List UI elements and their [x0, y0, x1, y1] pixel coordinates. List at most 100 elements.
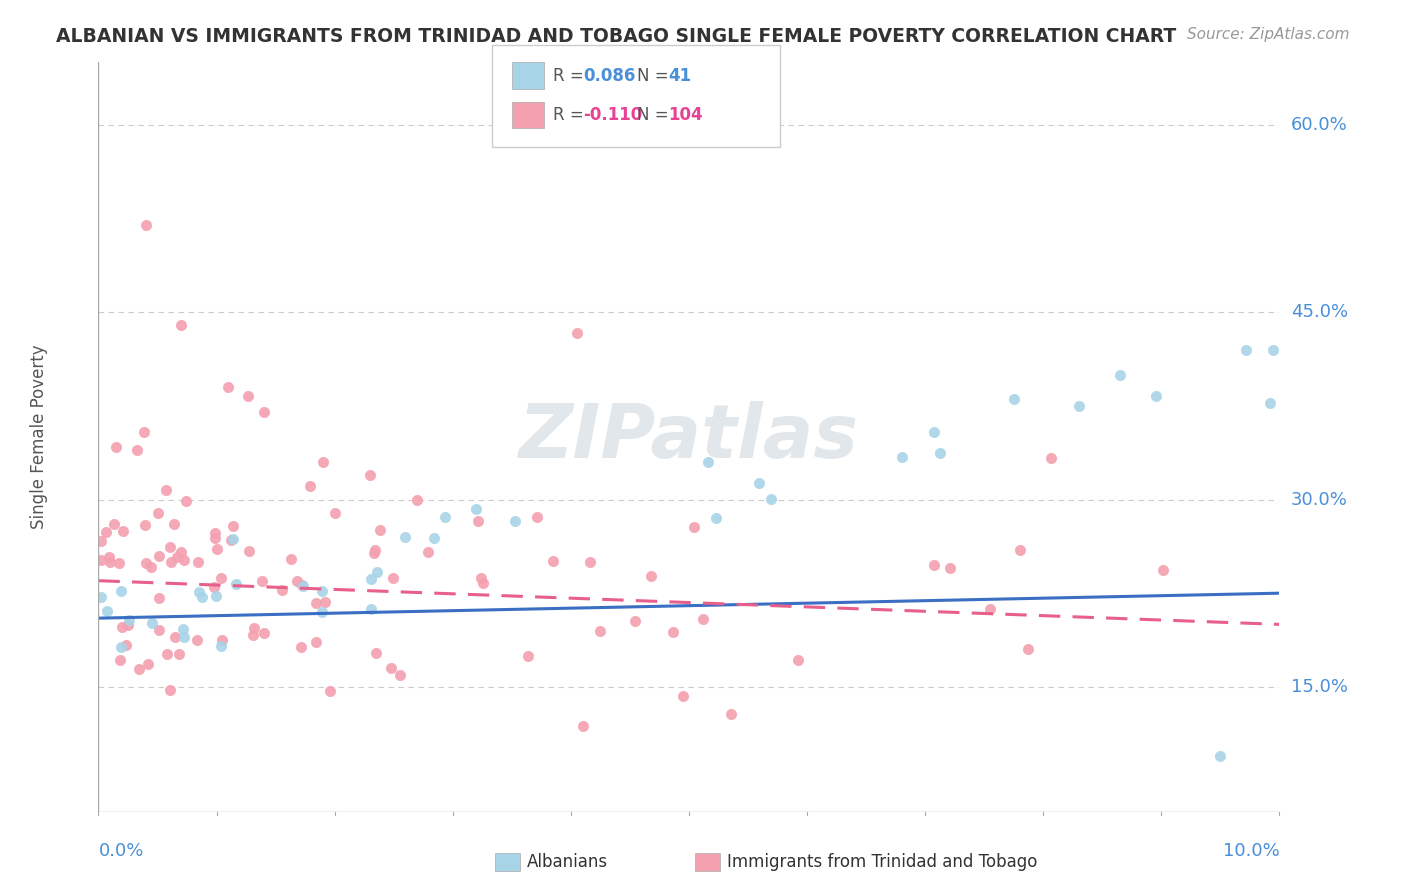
Text: 10.0%: 10.0%: [1223, 842, 1279, 860]
Point: [433, 509, 456, 524]
Point: [187, 555, 209, 569]
Point: [94, 525, 117, 540]
Point: [173, 630, 195, 644]
Text: 41: 41: [668, 67, 690, 85]
Text: R =: R =: [553, 106, 589, 124]
Point: [148, 623, 170, 637]
Point: [720, 707, 742, 722]
Point: [222, 532, 245, 546]
Point: [1152, 563, 1174, 577]
Point: [298, 479, 321, 493]
Point: [979, 602, 1001, 616]
Point: [304, 596, 326, 610]
Point: [761, 491, 783, 506]
Point: [543, 554, 565, 568]
Point: [205, 590, 228, 604]
Point: [207, 541, 229, 556]
Point: [929, 446, 952, 460]
Point: [464, 502, 486, 516]
Point: [236, 389, 259, 403]
Text: ALBANIAN VS IMMIGRANTS FROM TRINIDAD AND TOBAGO SINGLE FEMALE POVERTY CORRELATIO: ALBANIAN VS IMMIGRANTS FROM TRINIDAD AND…: [56, 27, 1177, 45]
Point: [922, 425, 945, 440]
Point: [380, 661, 402, 675]
Text: 30.0%: 30.0%: [1291, 491, 1347, 508]
Point: [360, 602, 382, 616]
Point: [692, 612, 714, 626]
Point: [360, 572, 382, 586]
Point: [163, 516, 186, 531]
Text: 45.0%: 45.0%: [1291, 303, 1348, 321]
Point: [141, 616, 163, 631]
Point: [225, 577, 247, 591]
Point: [97, 549, 120, 564]
Point: [280, 551, 302, 566]
Point: [105, 441, 128, 455]
Point: [382, 570, 405, 584]
Point: [290, 640, 312, 654]
Point: [589, 624, 612, 639]
Text: N =: N =: [637, 106, 673, 124]
Point: [148, 506, 170, 520]
Point: [311, 605, 333, 619]
Point: [163, 630, 186, 644]
Point: [172, 622, 194, 636]
Point: [368, 523, 391, 537]
Point: [110, 583, 132, 598]
Point: [565, 326, 588, 340]
Point: [503, 514, 526, 528]
Point: [312, 455, 335, 469]
Point: [222, 518, 245, 533]
Point: [1039, 451, 1062, 466]
Point: [156, 647, 179, 661]
Point: [253, 405, 276, 419]
Point: [672, 690, 695, 704]
Point: [204, 525, 226, 540]
Point: [204, 532, 226, 546]
Point: [136, 657, 159, 671]
Point: [134, 518, 156, 533]
Point: [108, 653, 131, 667]
Point: [135, 556, 157, 570]
Point: [141, 559, 163, 574]
Point: [1263, 343, 1285, 357]
Point: [170, 318, 193, 332]
Point: [890, 450, 912, 464]
Point: [166, 549, 188, 564]
Point: [388, 668, 411, 682]
Text: 60.0%: 60.0%: [1291, 116, 1347, 134]
Point: [159, 683, 181, 698]
Point: [467, 514, 489, 528]
Point: [748, 476, 770, 491]
Point: [191, 590, 214, 604]
Point: [217, 380, 239, 394]
Point: [90, 591, 112, 605]
Point: [1067, 399, 1090, 413]
Point: [134, 425, 156, 439]
Point: [922, 558, 945, 573]
Point: [114, 638, 136, 652]
Text: R =: R =: [553, 67, 589, 85]
Point: [787, 652, 810, 666]
Point: [90, 553, 112, 567]
Point: [209, 571, 232, 585]
Text: Source: ZipAtlas.com: Source: ZipAtlas.com: [1187, 27, 1350, 42]
Point: [111, 620, 134, 634]
Point: [1002, 392, 1025, 406]
Point: [103, 516, 125, 531]
Point: [1209, 748, 1232, 763]
Point: [526, 510, 548, 524]
Point: [366, 565, 388, 579]
Point: [1234, 343, 1257, 357]
Point: [1108, 368, 1130, 382]
Point: [127, 443, 149, 458]
Point: [406, 492, 429, 507]
Point: [1144, 389, 1167, 403]
Point: [117, 613, 139, 627]
Point: [1008, 543, 1031, 558]
Point: [148, 591, 170, 605]
Text: Single Female Poverty: Single Female Poverty: [31, 345, 48, 529]
Point: [159, 541, 181, 555]
Point: [107, 556, 129, 570]
Point: [363, 546, 385, 560]
Point: [167, 647, 190, 661]
